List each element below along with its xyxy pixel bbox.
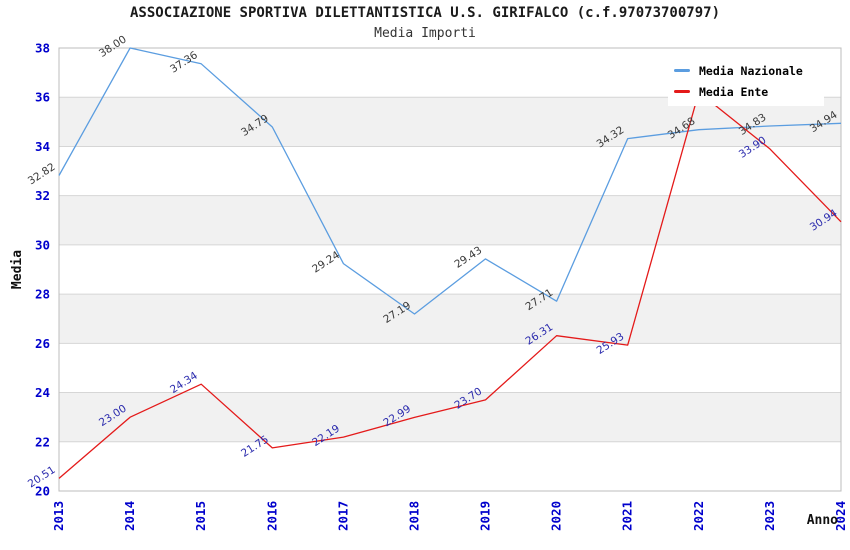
svg-text:2020: 2020 bbox=[549, 501, 564, 531]
svg-text:2022: 2022 bbox=[691, 501, 706, 531]
svg-text:26: 26 bbox=[35, 336, 50, 351]
legend-swatch-media-ente bbox=[674, 90, 690, 93]
svg-text:32.82: 32.82 bbox=[26, 161, 58, 187]
x-axis-title: Anno bbox=[807, 513, 838, 528]
series-media-nazionale bbox=[58, 47, 842, 315]
legend-label: Media Ente bbox=[699, 84, 769, 99]
svg-text:30: 30 bbox=[35, 237, 50, 252]
svg-text:32: 32 bbox=[35, 188, 50, 203]
legend-item-media-nazionale: Media Nazionale bbox=[674, 60, 824, 81]
chart-subtitle: Media Importi bbox=[374, 26, 476, 41]
svg-text:2018: 2018 bbox=[406, 501, 421, 531]
svg-text:2019: 2019 bbox=[478, 501, 493, 531]
x-axis-ticks: 2013 2014 2015 2016 2017 2018 2019 2020 2021 2022… bbox=[51, 501, 848, 531]
svg-text:38: 38 bbox=[35, 41, 50, 56]
svg-text:20: 20 bbox=[35, 484, 50, 499]
svg-text:2017: 2017 bbox=[335, 501, 350, 531]
svg-text:36: 36 bbox=[35, 90, 50, 105]
svg-text:2013: 2013 bbox=[51, 501, 66, 531]
plot-border bbox=[58, 47, 842, 492]
legend-item-media-ente: Media Ente bbox=[674, 81, 824, 102]
svg-text:2016: 2016 bbox=[264, 501, 279, 531]
svg-text:24: 24 bbox=[35, 385, 50, 400]
y-axis-ticks: 20 22 24 26 28 30 32 34 36 38 bbox=[35, 41, 50, 499]
y-axis-title: Media bbox=[10, 250, 25, 289]
svg-text:2023: 2023 bbox=[762, 501, 777, 531]
legend: Media Nazionale Media Ente bbox=[668, 56, 824, 106]
chart-title: ASSOCIAZIONE SPORTIVA DILETTANTISTICA U.… bbox=[129, 5, 720, 21]
svg-text:22: 22 bbox=[35, 434, 50, 449]
svg-text:2024: 2024 bbox=[833, 501, 848, 531]
svg-text:28: 28 bbox=[35, 287, 50, 302]
svg-text:34: 34 bbox=[35, 139, 50, 154]
svg-text:2014: 2014 bbox=[122, 501, 137, 531]
grid-bands bbox=[59, 48, 841, 491]
legend-label: Media Nazionale bbox=[699, 63, 803, 78]
svg-text:2021: 2021 bbox=[620, 501, 635, 531]
legend-swatch-media-nazionale bbox=[674, 69, 690, 72]
svg-text:2015: 2015 bbox=[193, 501, 208, 531]
